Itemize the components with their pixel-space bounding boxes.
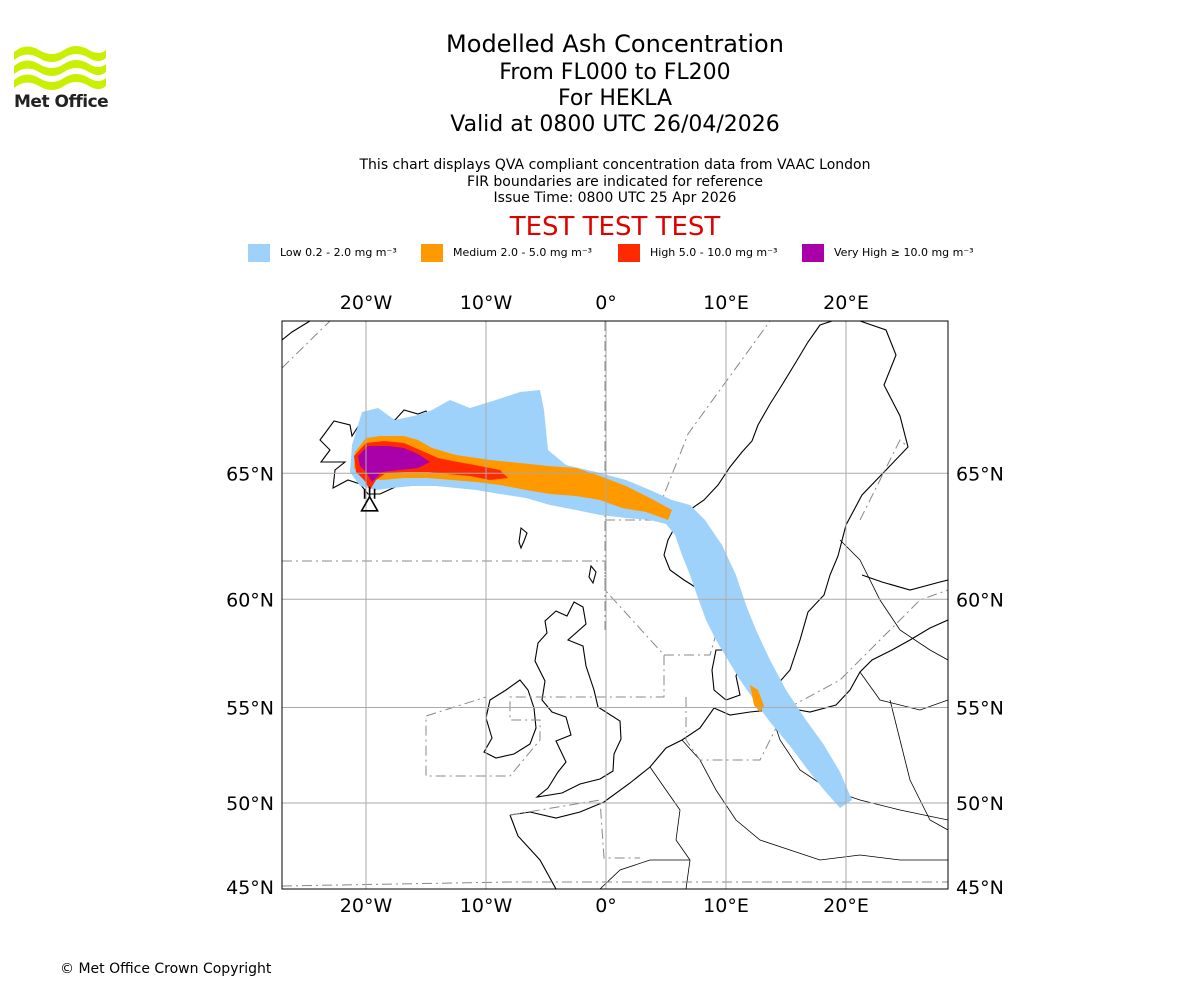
lat-tick-label-right: 55°N — [956, 698, 1004, 720]
logo-text: Met Office — [14, 92, 109, 112]
lat-tick-label-left: 50°N — [226, 793, 274, 815]
coastline-great-britain — [534, 601, 622, 798]
map-frame — [281, 320, 949, 890]
lat-tick-label-left: 65°N — [226, 463, 274, 485]
flight-level-range: From FL000 to FL200 — [499, 60, 731, 85]
legend: Low 0.2 - 2.0 mg m⁻³ Medium 2.0 - 5.0 mg… — [248, 244, 1008, 264]
lat-tick-label-right: 65°N — [956, 463, 1004, 485]
ash-area-medium-2 — [750, 685, 764, 712]
valid-time: Valid at 0800 UTC 26/04/2026 — [450, 112, 780, 137]
axis-tick-labels: 20°W 20°W 10°W 10°W 0° 0° 10°E 10°E 20°E 20°E 45°N… — [226, 292, 1004, 917]
legend-swatch-very-high — [802, 244, 824, 262]
test-watermark: TEST TEST TEST — [509, 212, 721, 242]
coastline-shetland — [588, 564, 597, 585]
lat-tick-label-right: 45°N — [956, 877, 1004, 899]
fir-boundary-10 — [859, 439, 909, 521]
lon-tick-label-top: 20°E — [823, 292, 869, 314]
lon-tick-label-bottom: 20°E — [823, 895, 869, 917]
legend-label-low: Low 0.2 - 2.0 mg m⁻³ — [280, 246, 397, 259]
lat-tick-label-right: 50°N — [956, 793, 1004, 815]
border-1 — [649, 766, 691, 889]
issue-time: Issue Time: 0800 UTC 25 Apr 2026 — [493, 190, 737, 206]
volcano-triangle — [360, 495, 379, 512]
lon-tick-label-top: 20°W — [340, 292, 393, 314]
fir-boundary-1 — [282, 321, 331, 369]
coastline-france-west — [509, 814, 557, 889]
coastline-faroes — [518, 526, 528, 550]
lon-tick-label-bottom: 20°W — [340, 895, 393, 917]
fir-boundary-11 — [282, 881, 948, 887]
border-4 — [599, 859, 690, 889]
fir-boundary-9 — [787, 589, 948, 709]
fir-boundary-7 — [685, 697, 781, 761]
lon-tick-label-top: 0° — [595, 292, 617, 314]
coastline-greenland — [282, 321, 311, 341]
lat-tick-label-left: 55°N — [226, 698, 274, 720]
description-line-1: This chart displays QVA compliant concen… — [359, 157, 871, 173]
legend-label-very-high: Very High ≥ 10.0 mg m⁻³ — [834, 246, 974, 259]
border-7 — [839, 539, 948, 661]
lat-tick-label-left: 60°N — [226, 589, 274, 611]
legend-swatch-high — [618, 244, 640, 262]
chart-title-block: Modelled Ash Concentration From FL000 to… — [0, 28, 1200, 138]
copyright: © Met Office Crown Copyright — [60, 961, 272, 977]
map-background — [282, 321, 948, 889]
legend-label-high: High 5.0 - 10.0 mg m⁻³ — [650, 246, 778, 259]
country-borders — [599, 539, 948, 889]
legend-swatch-low — [248, 244, 270, 262]
fir-boundary-5 — [605, 321, 771, 521]
met-office-logo-icon — [14, 46, 106, 90]
lon-tick-label-top: 10°W — [460, 292, 513, 314]
lon-tick-label-top: 10°E — [703, 292, 749, 314]
legend-swatch-medium — [421, 244, 443, 262]
lat-tick-label-left: 45°N — [226, 877, 274, 899]
border-2 — [681, 739, 948, 861]
gridlines — [282, 321, 948, 889]
volcano-name: For HEKLA — [557, 86, 673, 111]
lon-tick-label-bottom: 10°W — [460, 895, 513, 917]
chart-description: This chart displays QVA compliant concen… — [0, 157, 1200, 207]
chart-title: Modelled Ash Concentration — [446, 30, 784, 58]
volcano-plume-lines — [363, 486, 376, 499]
legend-label-medium: Medium 2.0 - 5.0 mg m⁻³ — [453, 246, 593, 259]
volcano-marker-icon — [360, 486, 379, 512]
coastline-baltic-east — [861, 574, 948, 591]
description-line-2: FIR boundaries are indicated for referen… — [467, 173, 763, 190]
border-5 — [889, 699, 948, 831]
fir-boundary-8 — [509, 799, 640, 859]
lon-tick-label-bottom: 0° — [595, 895, 617, 917]
lon-tick-label-bottom: 10°E — [703, 895, 749, 917]
lat-tick-label-right: 60°N — [956, 589, 1004, 611]
border-6 — [859, 671, 948, 711]
coastline-continent — [509, 707, 771, 819]
